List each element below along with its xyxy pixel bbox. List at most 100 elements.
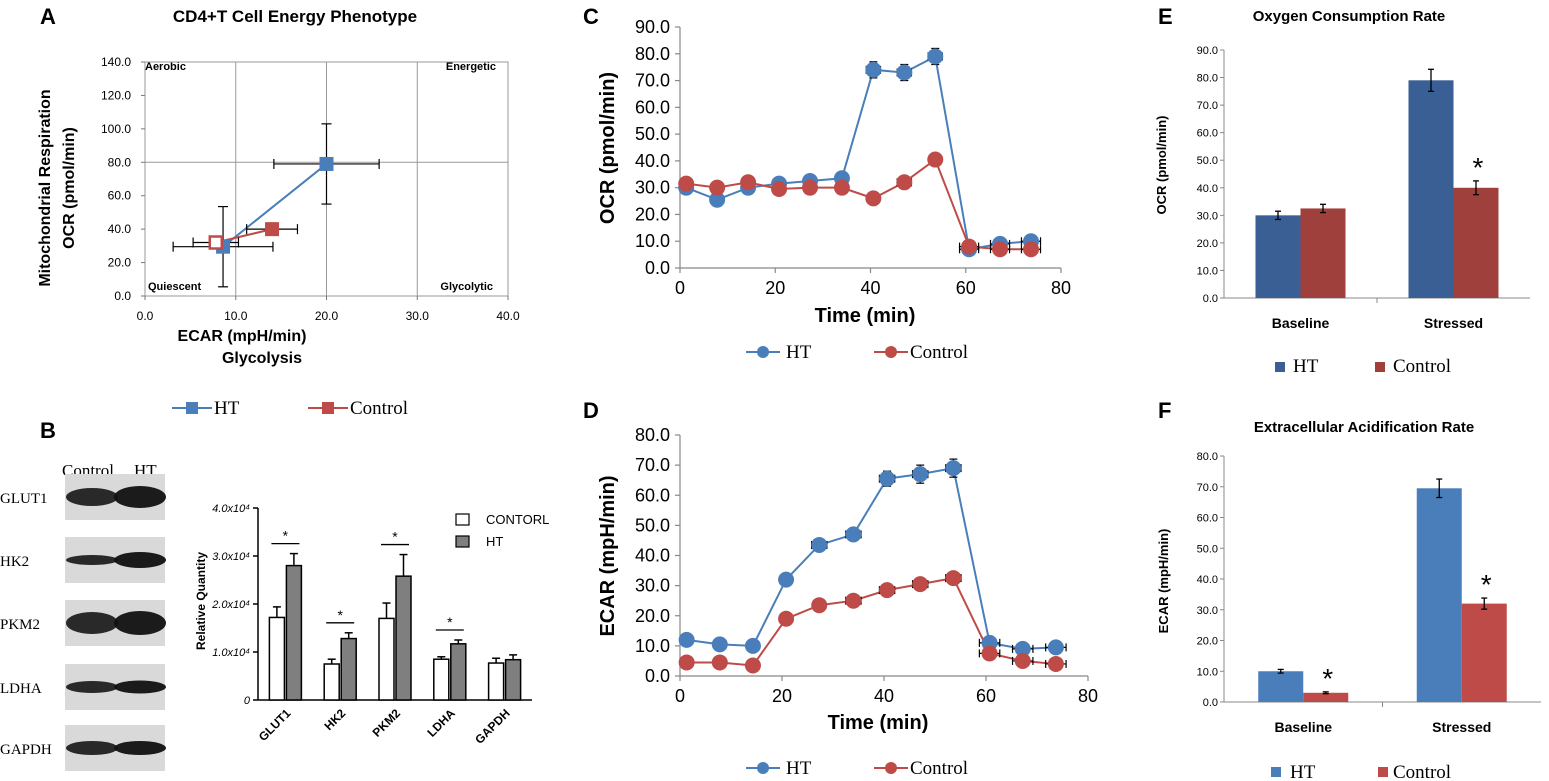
chart-f-ytick-label: 40.0 [1197,574,1218,586]
chart-e-ytick-label: 10.0 [1197,265,1218,277]
chart-b-bar-ht [450,643,467,701]
chart-d-point-marker [678,654,695,671]
legend-d-ht-marker [757,762,769,774]
chart-a-ylabel: OCR (pmol/min) [61,127,78,249]
chart-b-bar-contorl [433,658,450,701]
chart-d-point-marker [811,597,828,614]
chart-a-ylabel-2: Mitochondrial Respiration [37,89,54,286]
chart-a-xtick-label: 40.0 [496,309,520,323]
chart-d-point-marker [778,571,795,588]
chart-b-bar-contorl [323,663,340,701]
chart-c-point-marker [961,238,978,255]
chart-d-ytick-label: 40.0 [635,546,670,566]
chart-c-point-marker [927,151,944,168]
chart-d-point-marker [711,654,728,671]
chart-e-bar-control [1453,187,1499,298]
panel-label-b: B [40,418,56,443]
chart-f-bar-control [1461,603,1507,702]
chart-d-xtick-label: 20 [772,686,792,706]
chart-a-xtick-label: 10.0 [224,309,248,323]
legend-e-control-label: Control [1393,356,1451,377]
chart-c-point-marker [1022,241,1039,258]
chart-b-sig-star: * [392,529,398,545]
legend-control-label: Control [350,398,408,419]
chart-d-xlabel: Time (min) [828,712,929,734]
chart-a-ytick-label: 140.0 [101,55,131,69]
chart-c-xtick-label: 20 [765,278,785,298]
panel-b-qpcr-chart: Relative Quantity CONTORL HT 0 1.0x10⁴ 2.0… [194,503,549,747]
chart-d-point-marker [1047,639,1064,656]
chart-c-point-marker [709,191,726,208]
chart-a-xtick-label: 0.0 [137,309,154,323]
chart-a-xtick-label: 20.0 [315,309,339,323]
chart-c-xlabel: Time (min) [815,305,916,327]
chart-c-ytick-label: 80.0 [635,44,670,64]
chart-c-point-marker [833,179,850,196]
legend-a: HT Control [172,398,408,419]
chart-e-bar-ht [1408,80,1454,298]
chart-f-bar-ht [1416,488,1462,702]
chart-b-bar-ht [504,658,522,701]
chart-c-point-marker [771,181,788,198]
chart-c-series-line [685,54,1032,251]
chart-c-point-marker [740,174,757,191]
chart-d-xtick-label: 80 [1078,686,1098,706]
chart-c-point-marker [802,179,819,196]
chart-a-ytick-label: 100.0 [101,122,131,136]
chart-d-point-marker [744,657,761,674]
legend-f-ht-swatch [1271,767,1281,777]
quadrant-quiescent-label: Quiescent [148,281,202,293]
chart-c-series-line [686,157,1031,251]
chart-c-xtick-label: 60 [956,278,976,298]
chart-e-ytick-label: 80.0 [1197,73,1218,85]
chart-d-point-marker [1014,652,1031,669]
chart-b-ytick-label: 4.0x10⁴ [212,503,250,515]
chart-a-point-marker [208,235,224,250]
chart-c-ytick-label: 60.0 [635,97,670,117]
legend-e: HT Control [1275,356,1451,377]
chart-a-xlabel-2: Glycolysis [222,350,302,367]
legend-e-control-swatch [1375,362,1385,372]
panel-f-ecar-bars: Extracellular Acidification Rate ECAR (m… [1156,419,1541,735]
chart-e-ytick-label: 50.0 [1197,155,1218,167]
blot-band-control [66,612,118,634]
chart-d-ytick-label: 80.0 [635,425,670,445]
legend-b-ht-label: HT [486,534,503,549]
panel-label-d: D [583,398,599,423]
chart-f-sig-star: * [1481,569,1492,600]
chart-b-category-label: GLUT1 [256,706,294,744]
chart-b-category-label: HK2 [321,706,348,733]
chart-a-series-line [222,163,328,248]
panel-label-a: A [40,4,56,29]
chart-c-ytick-label: 50.0 [635,124,670,144]
chart-a-point-marker [265,222,280,237]
chart-f-ytick-label: 0.0 [1203,697,1218,709]
chart-e-ytick-label: 30.0 [1197,210,1218,222]
legend-e-ht-label: HT [1293,356,1319,377]
legend-b-contorl-label: CONTORL [486,512,549,527]
chart-a-title: CD4+T Cell Energy Phenotype [173,7,417,26]
chart-d-point-marker [744,637,761,654]
blot-row-label: LDHA [0,681,42,697]
chart-e-ytick-label: 0.0 [1203,293,1218,305]
legend-f-control-label: Control [1393,762,1451,781]
chart-d-point-marker [845,526,862,543]
chart-d-point-marker [912,466,929,483]
chart-a-ytick-label: 0.0 [114,289,131,303]
panel-label-e: E [1158,4,1173,29]
chart-e-category-label: Stressed [1424,315,1483,331]
legend-d: HT Control [746,758,968,779]
quadrant-glycolytic-label: Glycolytic [440,281,493,293]
chart-e-title: Oxygen Consumption Rate [1253,8,1446,25]
chart-e-ylabel: OCR (pmol/min) [1154,116,1169,215]
chart-b-bar-ht [340,637,357,701]
chart-d-point-marker [811,536,828,553]
quadrant-energetic-label: Energetic [446,61,496,73]
chart-c-point-marker [992,241,1009,258]
chart-b-sig-star: * [283,528,289,544]
chart-f-bar-control [1303,692,1349,702]
chart-d-ytick-label: 0.0 [645,666,670,686]
chart-a-xlabel: ECAR (mpH/min) [178,328,307,345]
chart-a-ytick-label: 40.0 [108,222,132,236]
